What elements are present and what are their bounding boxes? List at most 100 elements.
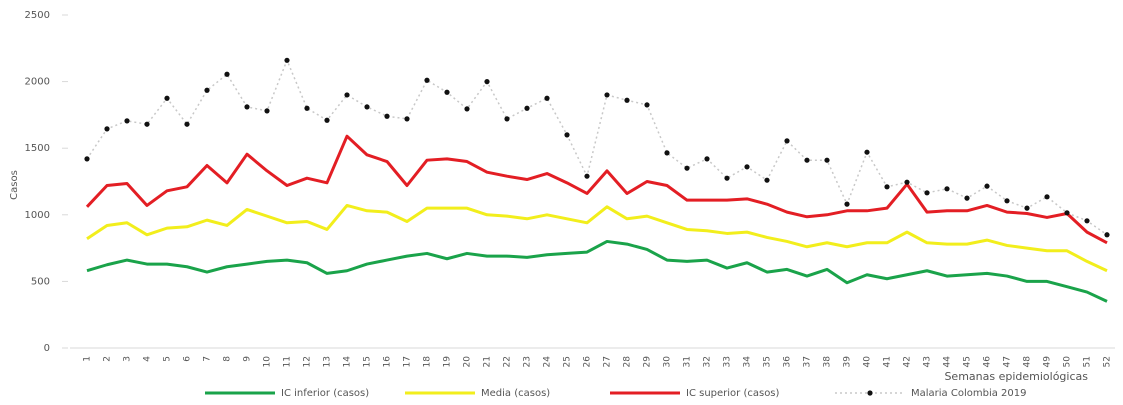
x-tick-label: 1 [83, 356, 93, 362]
x-tick-label: 29 [643, 356, 653, 368]
data-point [444, 89, 450, 95]
x-tick-label: 49 [1043, 356, 1053, 368]
data-point [804, 157, 810, 163]
series-line [86, 203, 1108, 273]
data-point [764, 177, 770, 183]
x-tick-label: 43 [923, 356, 933, 367]
x-tick-label: 7 [203, 356, 213, 362]
x-tick-label: 51 [1083, 356, 1093, 367]
x-tick-label: 50 [1063, 356, 1073, 368]
data-point [1044, 194, 1050, 200]
data-point [84, 156, 90, 162]
x-tick-label: 31 [683, 356, 693, 367]
x-tick-label: 4 [143, 356, 153, 362]
data-point [1064, 210, 1070, 216]
y-tick-label: 500 [31, 276, 50, 287]
data-point [724, 175, 730, 181]
data-point [844, 201, 850, 207]
x-tick-label: 21 [483, 356, 493, 367]
data-point [544, 95, 550, 101]
data-point [784, 138, 790, 144]
data-point [624, 97, 630, 103]
legend-label: IC inferior (casos) [281, 388, 369, 399]
y-tick-label: 2500 [25, 10, 50, 21]
data-point [504, 116, 510, 122]
x-tick-label: 47 [1003, 356, 1013, 367]
data-point [1024, 205, 1030, 211]
data-point [264, 108, 270, 114]
x-tick-label: 42 [903, 356, 913, 367]
legend-label: Media (casos) [481, 388, 550, 399]
x-tick-label: 5 [163, 356, 173, 362]
data-point [104, 126, 110, 132]
data-point [1084, 218, 1090, 224]
data-point [1104, 232, 1110, 238]
x-tick-label: 17 [403, 356, 413, 367]
x-tick-label: 3 [123, 356, 133, 362]
data-point [984, 183, 990, 189]
data-point [944, 186, 950, 192]
y-tick-label: 1500 [25, 143, 50, 154]
data-point [644, 102, 650, 108]
data-point [564, 132, 570, 138]
data-point [204, 87, 210, 93]
x-tick-label: 15 [363, 356, 373, 367]
x-tick-label: 23 [523, 356, 533, 367]
data-point [884, 184, 890, 190]
series-line [85, 134, 1108, 245]
data-point [924, 190, 930, 196]
x-tick-label: 22 [503, 356, 513, 367]
x-tick-label: 8 [223, 356, 233, 362]
x-tick-label: 24 [543, 356, 553, 368]
x-tick-label: 45 [963, 356, 973, 367]
y-tick-label: 2000 [25, 77, 50, 88]
x-tick-label: 41 [883, 356, 893, 367]
legend-label: IC superior (casos) [686, 388, 780, 399]
x-tick-label: 35 [763, 356, 773, 367]
x-tick-label: 2 [103, 356, 113, 362]
x-tick-label: 13 [323, 356, 333, 367]
data-point [904, 179, 910, 185]
x-tick-label: 33 [723, 356, 733, 367]
data-point [744, 164, 750, 170]
y-axis-label: Casos [9, 170, 20, 200]
data-point [244, 104, 250, 110]
x-tick-label: 6 [183, 356, 193, 362]
data-point [184, 121, 190, 127]
data-point [144, 121, 150, 127]
data-point [344, 92, 350, 98]
x-tick-label: 11 [283, 356, 293, 367]
x-tick-label: 38 [823, 356, 833, 368]
x-tick-label: 9 [243, 356, 253, 362]
data-point [964, 195, 970, 201]
x-tick-label: 52 [1103, 356, 1113, 367]
x-tick-label: 14 [343, 356, 353, 368]
data-point [464, 106, 470, 112]
data-point [824, 157, 830, 163]
x-tick-label: 20 [463, 356, 473, 368]
series-line [86, 58, 1108, 236]
data-point [324, 117, 330, 123]
x-tick-label: 30 [663, 356, 673, 368]
data-point [364, 104, 370, 110]
x-tick-label: 32 [703, 356, 713, 367]
x-tick-label: 46 [983, 356, 993, 368]
data-point [604, 92, 610, 98]
legend-label: Malaria Colombia 2019 [911, 388, 1026, 399]
x-tick-label: 27 [603, 356, 613, 367]
x-tick-label: 37 [803, 356, 813, 367]
data-point [704, 156, 710, 162]
x-axis-label: Semanas epidemiológicas [944, 370, 1088, 383]
x-tick-label: 19 [443, 356, 453, 368]
data-point [1004, 198, 1010, 204]
data-point [424, 77, 430, 83]
data-point [224, 71, 230, 77]
x-tick-label: 18 [423, 356, 433, 368]
data-point [124, 118, 130, 124]
y-tick-label: 1000 [25, 210, 50, 221]
data-point [304, 105, 310, 111]
x-tick-label: 40 [863, 356, 873, 368]
x-tick-label: 25 [563, 356, 573, 367]
x-tick-label: 26 [583, 356, 593, 368]
